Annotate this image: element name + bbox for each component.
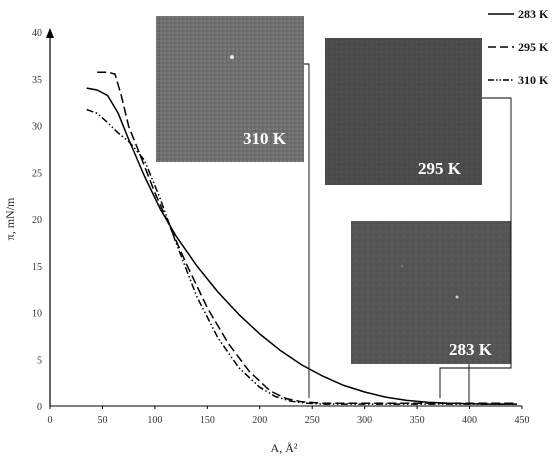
x-tick-label: 450 bbox=[515, 415, 530, 426]
inset-image-310k: 310 K bbox=[156, 16, 304, 162]
x-tick-label: 100 bbox=[147, 415, 162, 426]
y-tick-label: 25 bbox=[32, 168, 42, 179]
y-axis-label: π, mN/m bbox=[3, 197, 17, 240]
series-line-283k bbox=[86, 87, 517, 405]
inset-pointer-lines bbox=[304, 63, 512, 404]
pointer-295k bbox=[439, 97, 512, 398]
inset-label-310k: 310 K bbox=[243, 129, 287, 148]
inset-label-283k: 283 K bbox=[449, 340, 493, 359]
legend-label-295k: 295 K bbox=[518, 40, 549, 54]
x-tick-label: 150 bbox=[200, 415, 215, 426]
y-tick-label: 10 bbox=[32, 309, 42, 320]
pointer-310k bbox=[304, 63, 310, 398]
series-lines bbox=[86, 71, 517, 405]
inset-label-295k: 295 K bbox=[418, 159, 462, 178]
axes bbox=[46, 28, 522, 407]
legend: 283 K 295 K 310 K bbox=[488, 7, 549, 87]
y-tick-label: 15 bbox=[32, 262, 42, 273]
y-tick-label: 30 bbox=[32, 122, 42, 133]
x-axis-label: A, Å² bbox=[271, 441, 298, 455]
legend-item-295k: 295 K bbox=[488, 40, 549, 54]
x-tick-label: 0 bbox=[48, 415, 53, 426]
y-tick-label: 5 bbox=[37, 355, 42, 366]
y-tick-label: 20 bbox=[32, 215, 42, 226]
y-tick-label: 0 bbox=[37, 402, 42, 413]
x-tick-label: 400 bbox=[462, 415, 477, 426]
y-axis-arrow-icon bbox=[46, 28, 54, 38]
legend-item-310k: 310 K bbox=[488, 73, 549, 87]
legend-label-283k: 283 K bbox=[518, 7, 549, 21]
x-tick-label: 200 bbox=[252, 415, 267, 426]
x-tick-label: 250 bbox=[305, 415, 320, 426]
x-tick-label: 50 bbox=[97, 415, 107, 426]
legend-label-310k: 310 K bbox=[518, 73, 549, 87]
inset-image-283k: 283 K bbox=[351, 221, 511, 364]
legend-item-283k: 283 K bbox=[488, 7, 549, 21]
x-tick-label: 350 bbox=[410, 415, 425, 426]
inset-image-295k: 295 K bbox=[325, 38, 482, 185]
y-tick-labels: 0 5 10 15 20 25 30 35 40 bbox=[32, 28, 42, 413]
series-line-295k bbox=[97, 71, 517, 404]
x-tick-labels: 0 50 100 150 200 250 300 350 400 450 bbox=[48, 406, 530, 426]
y-tick-label: 35 bbox=[32, 75, 42, 86]
y-tick-label: 40 bbox=[32, 28, 42, 39]
x-tick-label: 300 bbox=[357, 415, 372, 426]
